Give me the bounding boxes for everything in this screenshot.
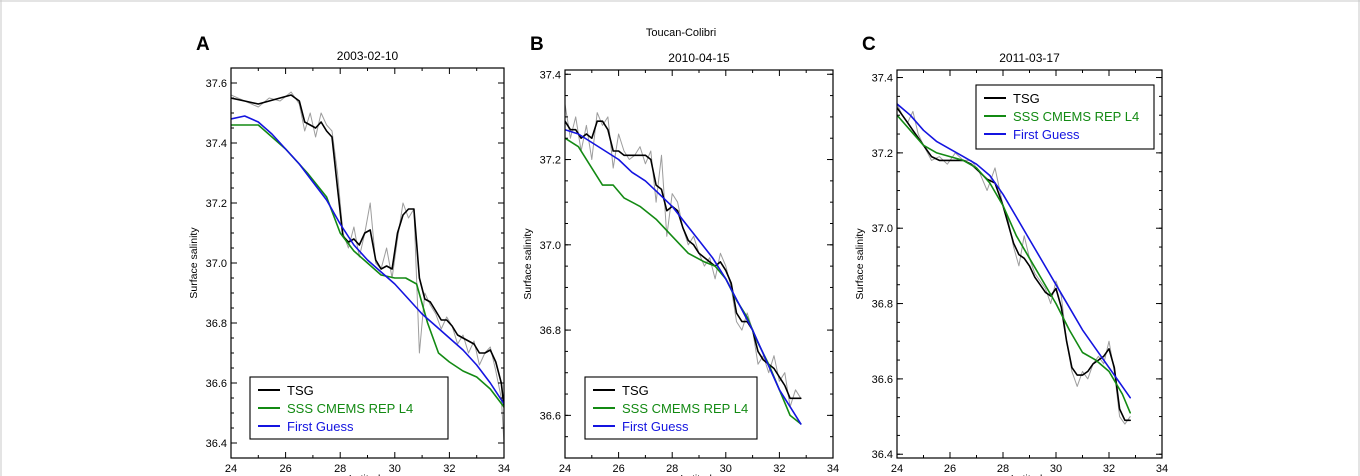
panel-title: 2011-03-17 (999, 51, 1060, 65)
figure-suptitle: Toucan-Colibri (646, 27, 716, 39)
chart-panel-a: A 2003-02-10 24 26 28 30 32 34 36.4 36.6 36.8 37.0 3… (188, 34, 510, 476)
x-tick-label: 30 (720, 463, 732, 475)
y-tick-label: 36.4 (872, 449, 893, 461)
x-tick-label: 34 (827, 463, 839, 475)
x-tick-label: 26 (612, 463, 624, 475)
legend-entry-first-guess: First Guess (622, 419, 689, 434)
y-axis-label: Surface salinity (188, 227, 200, 299)
series-group (897, 103, 1131, 425)
y-tick-label: 37.2 (872, 148, 893, 160)
y-tick-label: 36.8 (872, 299, 893, 311)
x-tick-label: 24 (559, 463, 571, 475)
legend-entry-tsg: TSG (1013, 91, 1040, 106)
legend-entry-first-guess: First Guess (287, 419, 354, 434)
legend: TSG SSS CMEMS REP L4 First Guess (975, 84, 1155, 150)
panel-title: 2010-04-15 (668, 51, 730, 65)
legend-entry-tsg: TSG (622, 383, 649, 398)
panel-title: 2003-02-10 (337, 49, 399, 63)
y-tick-label: 37.4 (206, 138, 227, 150)
x-tick-label: 28 (997, 463, 1009, 475)
panel-letter-a: A (196, 34, 210, 55)
x-tick-label: 28 (666, 463, 678, 475)
series-group (565, 103, 802, 425)
x-tick-label: 34 (498, 463, 510, 475)
panel-letter-c: C (862, 34, 876, 55)
y-axis-label: Surface salinity (854, 228, 866, 300)
y-tick-label: 37.2 (206, 198, 227, 210)
chart-panels: A 2003-02-10 24 26 28 30 32 34 36.4 36.6 36.8 37.0 3… (188, 34, 1168, 476)
x-tick-label: 24 (225, 463, 237, 475)
series-line-sss-cmems (897, 114, 1131, 414)
legend-entry-tsg: TSG (287, 383, 314, 398)
x-tick-label: 30 (1050, 463, 1062, 475)
y-axis-label: Surface salinity (522, 228, 534, 300)
legend-entry-sss-cmems: SSS CMEMS REP L4 (1013, 109, 1139, 124)
series-line-sss-cmems (231, 124, 504, 408)
y-tick-label: 37.0 (872, 223, 893, 235)
y-tick-label: 36.6 (872, 374, 893, 386)
y-tick-label: 37.0 (206, 258, 227, 270)
y-tick-label: 36.6 (540, 410, 561, 422)
x-axis-label: Latitude (1011, 473, 1049, 476)
y-tick-label: 36.4 (206, 438, 227, 450)
legend-entry-sss-cmems: SSS CMEMS REP L4 (622, 401, 748, 416)
legend: TSG SSS CMEMS REP L4 First Guess (584, 376, 758, 440)
x-tick-label: 26 (279, 463, 291, 475)
x-tick-label: 28 (334, 463, 346, 475)
panel-letter-b: B (530, 34, 544, 55)
y-tick-label: 36.8 (206, 318, 227, 330)
x-tick-label: 26 (944, 463, 956, 475)
y-tick-label: 37.0 (540, 240, 561, 252)
series-line-first-guess (565, 128, 802, 425)
x-tick-label: 24 (891, 463, 903, 475)
y-tick-label: 37.2 (540, 155, 561, 167)
series-group (231, 91, 504, 444)
x-tick-label: 30 (389, 463, 401, 475)
y-tick-label: 36.6 (206, 378, 227, 390)
x-tick-label: 32 (443, 463, 455, 475)
series-line-first-guess (231, 115, 504, 405)
x-tick-label: 32 (773, 463, 785, 475)
series-line-tsg (231, 94, 504, 408)
x-tick-label: 32 (1103, 463, 1115, 475)
chart-panel-c: C 2011-03-17 24 26 28 30 32 34 36.4 36.6 36.8 37.0 3… (854, 34, 1168, 476)
legend-entry-sss-cmems: SSS CMEMS REP L4 (287, 401, 413, 416)
legend: TSG SSS CMEMS REP L4 First Guess (249, 376, 449, 440)
series-line-tsg (565, 120, 802, 400)
legend-entry-first-guess: First Guess (1013, 127, 1080, 142)
x-axis-label: Latitude (680, 473, 718, 476)
y-tick-label: 37.6 (206, 78, 227, 90)
chart-panel-b: B 2010-04-15 24 26 28 30 32 34 36.6 36.8 37.0 37.2 3… (522, 34, 839, 476)
x-tick-label: 34 (1156, 463, 1168, 475)
series-line-tsg-raw (897, 103, 1131, 425)
y-tick-label: 37.4 (872, 73, 893, 85)
legend-frame (249, 376, 449, 440)
series-line-tsg-raw (231, 91, 504, 444)
y-tick-label: 36.8 (540, 325, 561, 337)
series-line-first-guess (897, 103, 1131, 399)
y-tick-label: 37.4 (540, 69, 561, 81)
series-line-tsg (897, 106, 1131, 422)
x-axis-label: Latitude (349, 473, 387, 476)
